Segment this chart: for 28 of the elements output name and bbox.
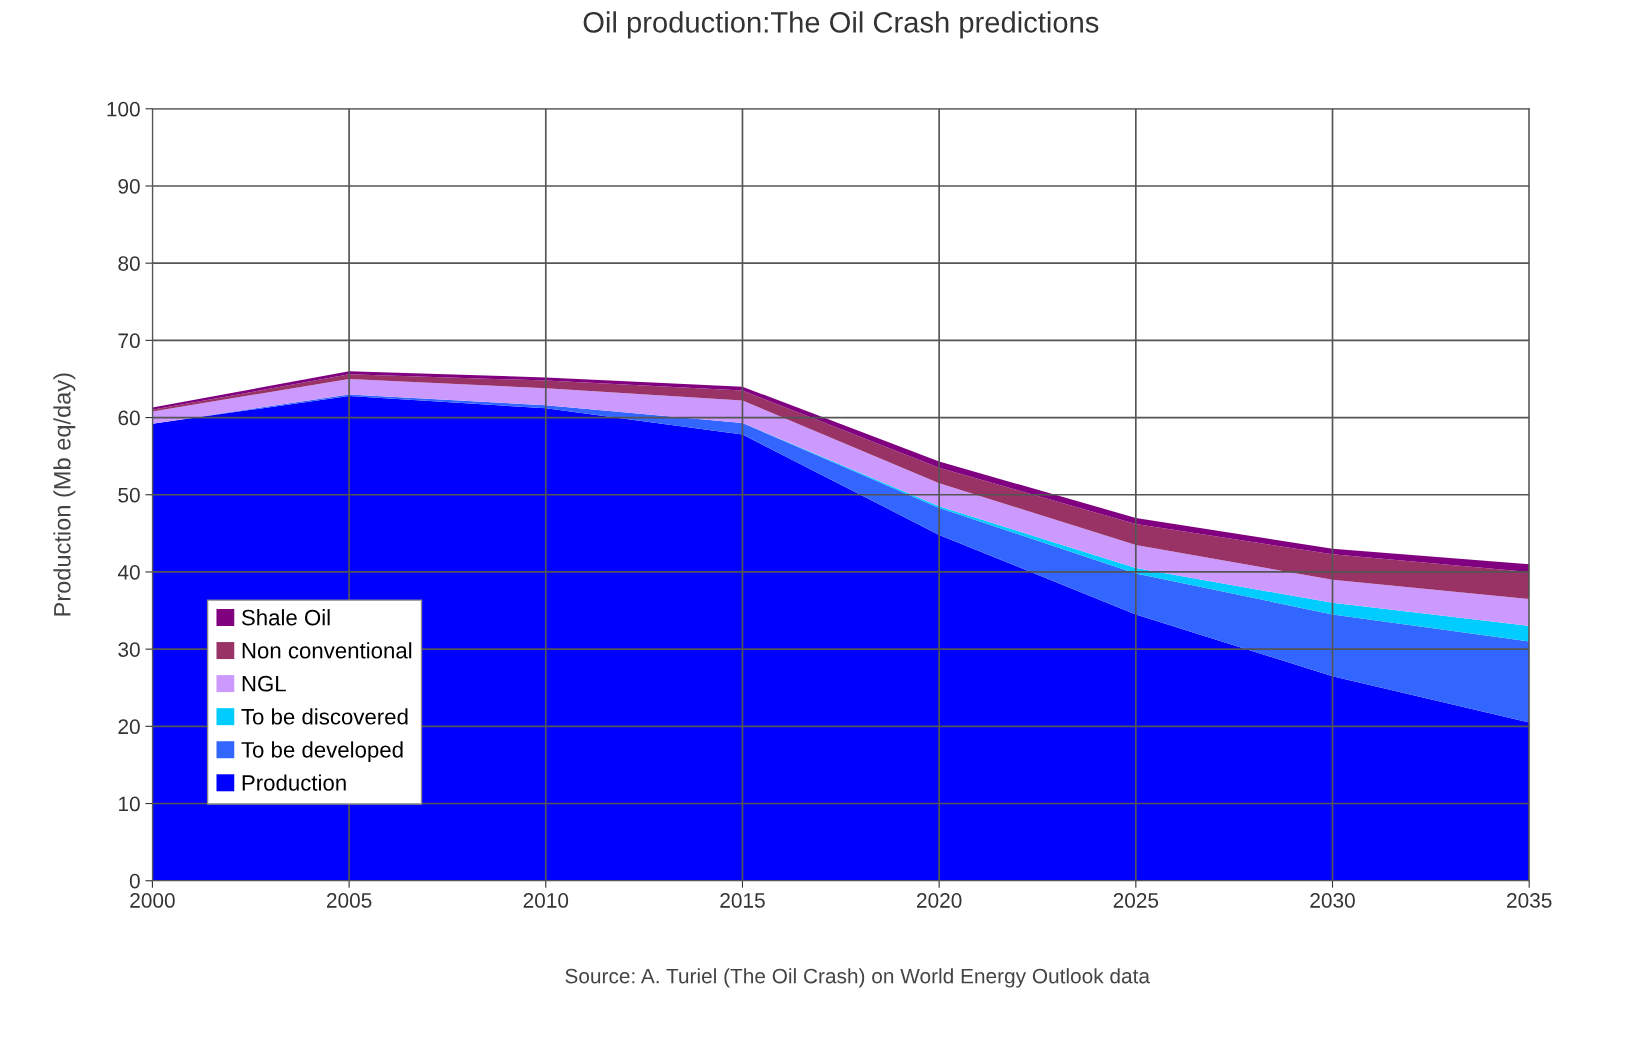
y-tick-label: 60 xyxy=(118,410,140,426)
y-tick-label: 10 xyxy=(119,796,140,812)
chart-title: Oil production:The Oil Crash predictions xyxy=(583,11,1099,39)
y-tick-label: 20 xyxy=(118,719,140,735)
y-tick-label: 70 xyxy=(118,333,140,349)
source-note: Source: A. Turiel (The Oil Crash) on World Energy Outlook data xyxy=(565,968,1150,988)
legend-label: NGL xyxy=(242,675,286,692)
y-tick-label: 80 xyxy=(118,256,140,271)
y-tick-label: 0 xyxy=(129,873,140,889)
legend-label: Production xyxy=(242,774,346,791)
y-tick-label: 30 xyxy=(118,642,140,657)
legend-label: Shale Oil xyxy=(241,609,330,626)
y-tick-label: 100 xyxy=(107,101,140,117)
x-tick-label: 2000 xyxy=(130,893,175,908)
x-tick-label: 2010 xyxy=(523,893,569,908)
x-tick-label: 2005 xyxy=(326,893,372,908)
x-tick-label: 2015 xyxy=(720,893,765,908)
y-axis-title: Production (Mb eq/day) xyxy=(53,373,76,616)
x-tick-label: 2020 xyxy=(917,893,962,908)
x-tick-label: 2030 xyxy=(1310,893,1355,908)
x-tick-label: 2025 xyxy=(1113,893,1159,908)
x-tick-label: 2035 xyxy=(1507,893,1552,908)
legend-label: Non conventional xyxy=(242,642,412,659)
legend-label: To be developed xyxy=(241,741,403,763)
legend-label: To be discovered xyxy=(241,708,408,725)
y-tick-label: 50 xyxy=(118,487,140,503)
y-tick-label: 90 xyxy=(118,178,140,194)
y-tick-label: 40 xyxy=(117,564,140,580)
